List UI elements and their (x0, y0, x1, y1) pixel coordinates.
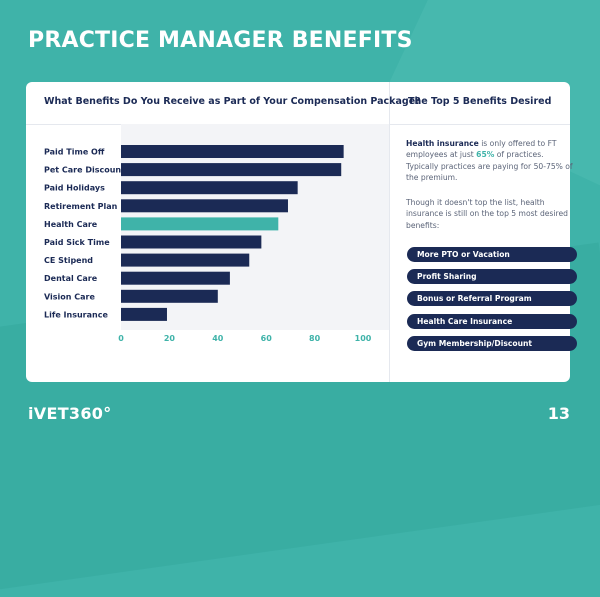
page-number: 13 (547, 404, 570, 423)
bar (121, 307, 167, 321)
x-tick-label: 20 (164, 334, 176, 343)
bar (121, 217, 279, 231)
percent-highlight: 65% (476, 150, 495, 160)
top5-item-1: More PTO or Vacation (407, 247, 577, 262)
bar (121, 253, 250, 267)
category-label: Health Care (44, 220, 98, 229)
category-label: Retirement Plan (44, 202, 118, 211)
x-tick-label: 80 (309, 334, 321, 343)
category-label: Paid Time Off (44, 148, 105, 157)
top5-item-4: Health Care Insurance (407, 314, 577, 329)
category-label: Pet Care Discount (44, 166, 125, 175)
bar (121, 163, 342, 177)
health-insurance-paragraph: Health insurance is only offered to FT e… (406, 138, 576, 184)
content-card: What Benefits Do You Receive as Part of … (26, 82, 577, 382)
category-label: CE Stipend (44, 256, 93, 265)
top5-item-3: Bonus or Referral Program (407, 291, 577, 306)
category-label: Paid Sick Time (44, 238, 110, 247)
bar (121, 271, 230, 285)
top5-item-2: Profit Sharing (407, 269, 577, 284)
health-insurance-bold: Health insurance (406, 139, 479, 148)
side-heading: The Top 5 Benefits Desired (408, 96, 552, 107)
bar (121, 289, 218, 303)
bar (121, 181, 298, 195)
bar (121, 235, 262, 249)
category-label: Vision Care (44, 292, 95, 301)
brand-logo: iVET360° (28, 404, 112, 423)
category-label: Paid Holidays (44, 184, 105, 193)
panel-divider (389, 82, 390, 382)
para1-text-a: is only offered to FT employees at just (406, 139, 557, 160)
x-tick-label: 60 (261, 334, 273, 343)
bar (121, 199, 288, 213)
x-tick-label: 100 (355, 334, 372, 343)
x-tick-label: 40 (212, 334, 224, 343)
top5-item-5: Gym Membership/Discount (407, 336, 577, 351)
top5-intro-paragraph: Though it doesn't top the list, health i… (406, 198, 568, 230)
chart-heading: What Benefits Do You Receive as Part of … (44, 96, 421, 107)
x-tick-label: 0 (118, 334, 124, 343)
category-label: Dental Care (44, 274, 98, 283)
bar (121, 145, 344, 158)
page-title: PRACTICE MANAGER BENEFITS (28, 28, 413, 53)
category-label: Life Insurance (44, 310, 108, 319)
para1-text-b: of practices. Typically practices are pa… (406, 150, 573, 183)
benefits-bar-chart: Paid Time Off Pet Care Discount Paid Holid… (44, 124, 389, 343)
